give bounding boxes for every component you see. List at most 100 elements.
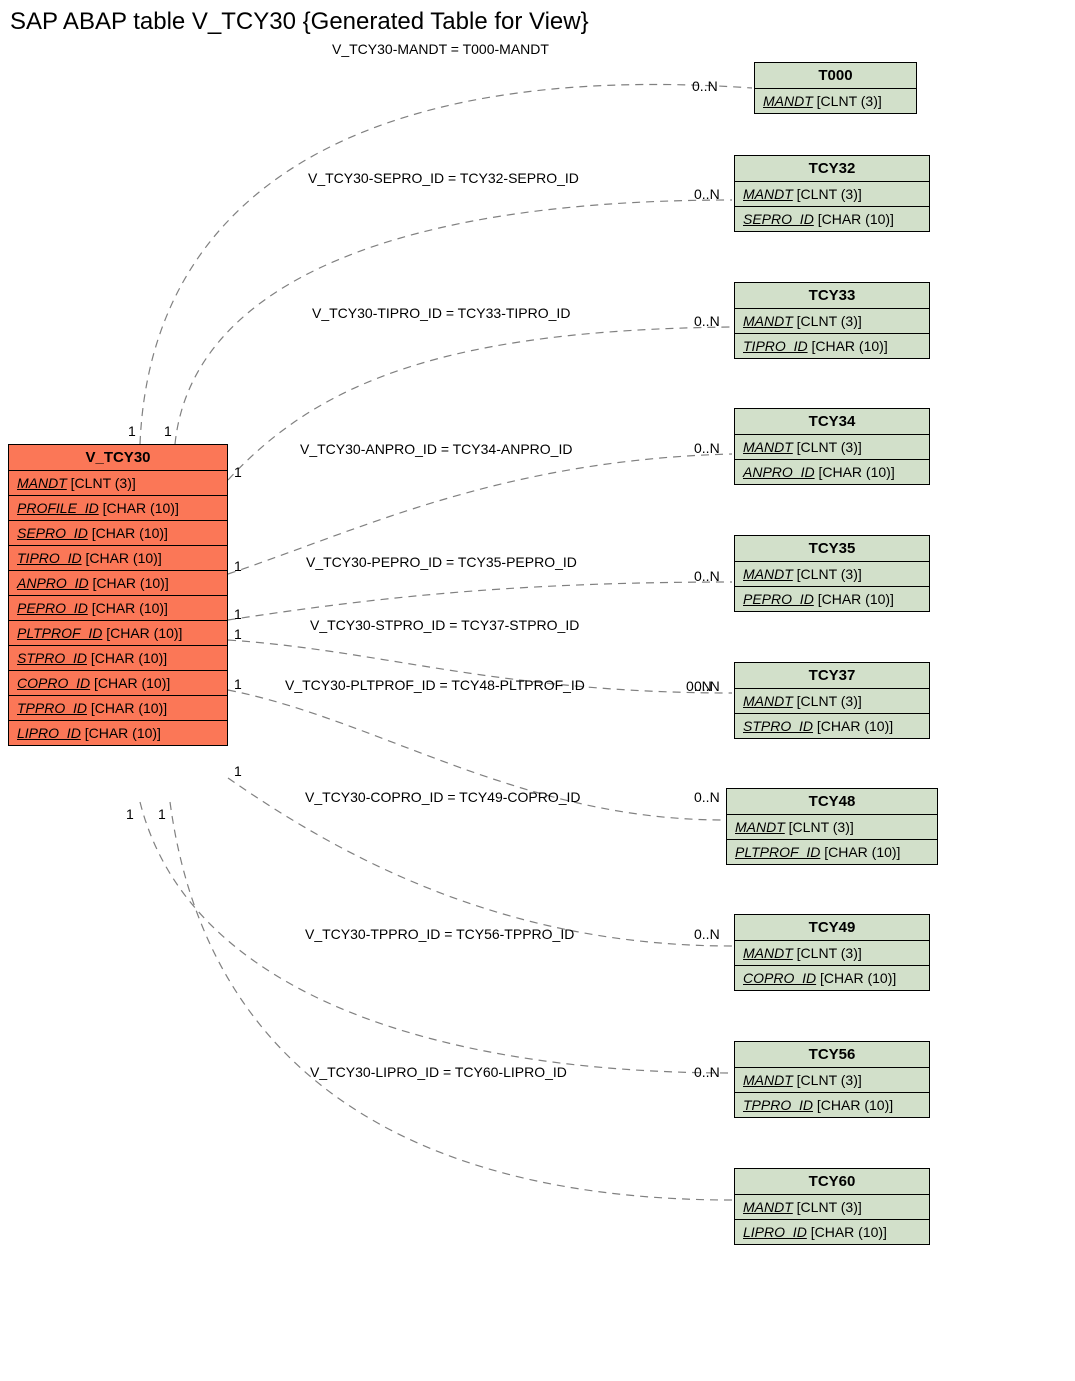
relation-label: V_TCY30-SEPRO_ID = TCY32-SEPRO_ID	[308, 170, 579, 186]
entity-field: COPRO_ID [CHAR (10)]	[9, 671, 227, 696]
field-name: MANDT	[743, 1199, 793, 1215]
field-name: SEPRO_ID	[17, 525, 88, 541]
entity-field: TPPRO_ID [CHAR (10)]	[735, 1093, 929, 1117]
field-type: [CHAR (10)]	[85, 725, 161, 741]
ref-entity-tcy56: TCY56MANDT [CLNT (3)]TPPRO_ID [CHAR (10)…	[734, 1041, 930, 1118]
entity-header: TCY35	[735, 536, 929, 562]
field-name: SEPRO_ID	[743, 211, 814, 227]
cardinality-n: 0..N	[692, 78, 718, 94]
ref-entity-tcy35: TCY35MANDT [CLNT (3)]PEPRO_ID [CHAR (10)…	[734, 535, 930, 612]
field-type: [CLNT (3)]	[797, 439, 862, 455]
entity-field: MANDT [CLNT (3)]	[735, 182, 929, 207]
field-name: ANPRO_ID	[17, 575, 89, 591]
field-name: PROFILE_ID	[17, 500, 99, 516]
cardinality-n: 0..N	[694, 1064, 720, 1080]
entity-field: LIPRO_ID [CHAR (10)]	[9, 721, 227, 745]
field-type: [CHAR (10)]	[92, 575, 168, 591]
ref-entity-tcy49: TCY49MANDT [CLNT (3)]COPRO_ID [CHAR (10)…	[734, 914, 930, 991]
field-type: [CHAR (10)]	[91, 700, 167, 716]
entity-field: STPRO_ID [CHAR (10)]	[735, 714, 929, 738]
entity-field: MANDT [CLNT (3)]	[735, 309, 929, 334]
cardinality-one: 1	[126, 806, 134, 822]
entity-field: ANPRO_ID [CHAR (10)]	[9, 571, 227, 596]
field-name: MANDT	[743, 313, 793, 329]
cardinality-one: 1	[128, 423, 136, 439]
field-name: MANDT	[743, 693, 793, 709]
relation-label: V_TCY30-MANDT = T000-MANDT	[332, 41, 549, 57]
field-type: [CLNT (3)]	[797, 1072, 862, 1088]
field-name: STPRO_ID	[743, 718, 813, 734]
cardinality-one: 1	[234, 558, 242, 574]
entity-header: T000	[755, 63, 916, 89]
ref-entity-tcy34: TCY34MANDT [CLNT (3)]ANPRO_ID [CHAR (10)…	[734, 408, 930, 485]
relation-label: V_TCY30-LIPRO_ID = TCY60-LIPRO_ID	[310, 1064, 567, 1080]
relation-label: V_TCY30-COPRO_ID = TCY49-COPRO_ID	[305, 789, 581, 805]
field-name: ANPRO_ID	[743, 464, 815, 480]
entity-field: MANDT [CLNT (3)]	[727, 815, 937, 840]
field-name: MANDT	[743, 945, 793, 961]
entity-field: MANDT [CLNT (3)]	[735, 1195, 929, 1220]
entity-header: V_TCY30	[9, 445, 227, 471]
field-name: STPRO_ID	[17, 650, 87, 666]
field-name: MANDT	[743, 439, 793, 455]
entity-header: TCY48	[727, 789, 937, 815]
field-type: [CLNT (3)]	[789, 819, 854, 835]
ref-entity-t000: T000MANDT [CLNT (3)]	[754, 62, 917, 114]
field-type: [CLNT (3)]	[797, 313, 862, 329]
cardinality-one: 1	[234, 626, 242, 642]
field-name: PEPRO_ID	[743, 591, 814, 607]
entity-header: TCY32	[735, 156, 929, 182]
entity-field: MANDT [CLNT (3)]	[755, 89, 916, 113]
entity-field: MANDT [CLNT (3)]	[735, 689, 929, 714]
field-name: MANDT	[743, 566, 793, 582]
entity-field: MANDT [CLNT (3)]	[735, 941, 929, 966]
entity-field: SEPRO_ID [CHAR (10)]	[9, 521, 227, 546]
entity-field: PEPRO_ID [CHAR (10)]	[735, 587, 929, 611]
field-type: [CHAR (10)]	[811, 1224, 887, 1240]
field-name: MANDT	[735, 819, 785, 835]
ref-entity-tcy60: TCY60MANDT [CLNT (3)]LIPRO_ID [CHAR (10)…	[734, 1168, 930, 1245]
field-type: [CHAR (10)]	[817, 718, 893, 734]
field-type: [CHAR (10)]	[91, 650, 167, 666]
field-name: LIPRO_ID	[743, 1224, 807, 1240]
entity-field: PROFILE_ID [CHAR (10)]	[9, 496, 227, 521]
field-type: [CHAR (10)]	[817, 1097, 893, 1113]
field-name: COPRO_ID	[17, 675, 90, 691]
cardinality-n: 0..N	[694, 186, 720, 202]
entity-field: PEPRO_ID [CHAR (10)]	[9, 596, 227, 621]
field-type: [CHAR (10)]	[824, 844, 900, 860]
field-type: [CHAR (10)]	[94, 675, 170, 691]
field-name: TPPRO_ID	[17, 700, 87, 716]
entity-field: TIPRO_ID [CHAR (10)]	[9, 546, 227, 571]
entity-field: STPRO_ID [CHAR (10)]	[9, 646, 227, 671]
field-type: [CHAR (10)]	[818, 211, 894, 227]
cardinality-n: 0..N	[686, 678, 712, 694]
entity-field: MANDT [CLNT (3)]	[735, 435, 929, 460]
entity-field: ANPRO_ID [CHAR (10)]	[735, 460, 929, 484]
cardinality-one: 1	[234, 676, 242, 692]
field-type: [CLNT (3)]	[797, 186, 862, 202]
entity-field: COPRO_ID [CHAR (10)]	[735, 966, 929, 990]
field-type: [CHAR (10)]	[85, 550, 161, 566]
entity-header: TCY37	[735, 663, 929, 689]
entity-field: PLTPROF_ID [CHAR (10)]	[727, 840, 937, 864]
field-name: TIPRO_ID	[17, 550, 82, 566]
entity-header: TCY60	[735, 1169, 929, 1195]
field-name: MANDT	[763, 93, 813, 109]
field-type: [CHAR (10)]	[818, 464, 894, 480]
entity-field: LIPRO_ID [CHAR (10)]	[735, 1220, 929, 1244]
entity-field: SEPRO_ID [CHAR (10)]	[735, 207, 929, 231]
field-type: [CLNT (3)]	[797, 693, 862, 709]
entity-header: TCY34	[735, 409, 929, 435]
ref-entity-tcy48: TCY48MANDT [CLNT (3)]PLTPROF_ID [CHAR (1…	[726, 788, 938, 865]
ref-entity-tcy33: TCY33MANDT [CLNT (3)]TIPRO_ID [CHAR (10)…	[734, 282, 930, 359]
field-type: [CLNT (3)]	[797, 566, 862, 582]
cardinality-one: 1	[158, 806, 166, 822]
field-type: [CHAR (10)]	[103, 500, 179, 516]
entity-header: TCY33	[735, 283, 929, 309]
entity-field: MANDT [CLNT (3)]	[735, 562, 929, 587]
cardinality-n: 0..N	[694, 926, 720, 942]
cardinality-one: 1	[234, 464, 242, 480]
entity-field: TIPRO_ID [CHAR (10)]	[735, 334, 929, 358]
cardinality-n: 0..N	[694, 440, 720, 456]
